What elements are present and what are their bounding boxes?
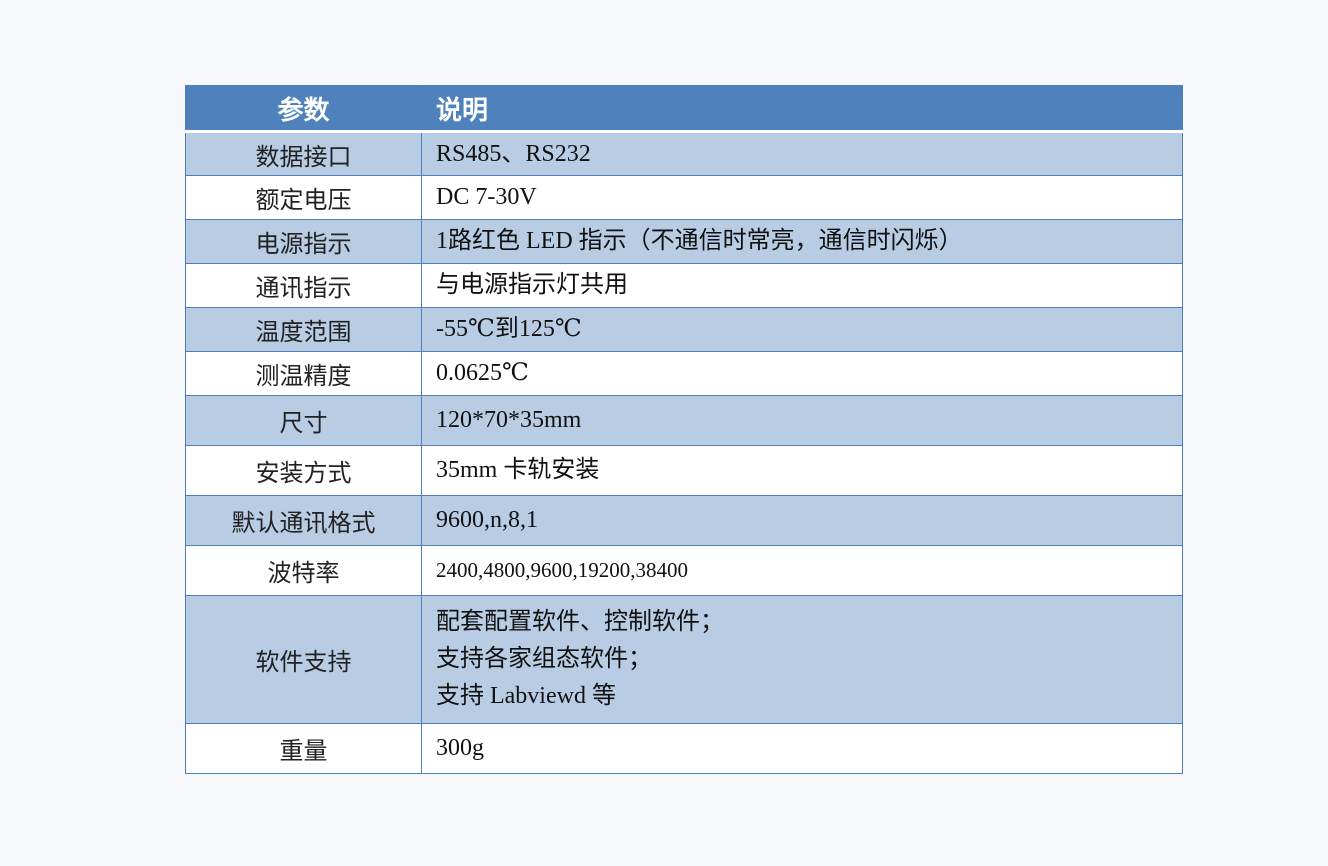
- desc-line: 与电源指示灯共用: [436, 272, 628, 298]
- desc-line: 120*70*35mm: [436, 407, 582, 433]
- desc-line: 2400,4800,9600,19200,38400: [436, 558, 688, 582]
- desc-line: DC 7-30V: [436, 184, 537, 210]
- table-row: 波特率 2400,4800,9600,19200,38400: [185, 545, 1183, 596]
- desc-line: 9600,n,8,1: [436, 507, 538, 533]
- table-row: 额定电压 DC 7-30V: [185, 175, 1183, 220]
- desc-line: RS485、RS232: [436, 140, 591, 167]
- table-row: 软件支持 配套配置软件、控制软件； 支持各家组态软件； 支持 Labviewd 等: [185, 595, 1183, 724]
- desc-cell: 配套配置软件、控制软件； 支持各家组态软件； 支持 Labviewd 等: [421, 595, 1183, 724]
- header-row: 参数 说明: [185, 85, 1183, 133]
- desc-cell: RS485、RS232: [421, 131, 1183, 176]
- table-row: 重量 300g: [185, 723, 1183, 774]
- desc-line: 35mm 卡轨安装: [436, 457, 600, 483]
- param-cell: 波特率: [185, 545, 422, 596]
- param-cell: 测温精度: [185, 351, 422, 396]
- table-row: 数据接口 RS485、RS232: [185, 131, 1183, 176]
- param-cell: 额定电压: [185, 175, 422, 220]
- param-cell: 温度范围: [185, 307, 422, 352]
- desc-cell: 1路红色 LED 指示（不通信时常亮，通信时闪烁）: [421, 219, 1183, 264]
- desc-cell: 9600,n,8,1: [421, 495, 1183, 546]
- header-desc: 说明: [421, 85, 1183, 133]
- desc-cell: DC 7-30V: [421, 175, 1183, 220]
- param-cell: 默认通讯格式: [185, 495, 422, 546]
- table-row: 电源指示 1路红色 LED 指示（不通信时常亮，通信时闪烁）: [185, 219, 1183, 264]
- table-row: 默认通讯格式 9600,n,8,1: [185, 495, 1183, 546]
- desc-line: 1路红色 LED 指示（不通信时常亮，通信时闪烁）: [436, 228, 963, 254]
- table-row: 测温精度 0.0625℃: [185, 351, 1183, 396]
- table-row: 安装方式 35mm 卡轨安装: [185, 445, 1183, 496]
- param-cell: 尺寸: [185, 395, 422, 446]
- param-cell: 安装方式: [185, 445, 422, 496]
- desc-line: 0.0625℃: [436, 360, 529, 386]
- spec-table: 参数 说明 数据接口 RS485、RS232 额定电压 DC 7-30V 电源指示 1路红…: [185, 85, 1183, 774]
- desc-line: 300g: [436, 735, 484, 761]
- param-cell: 重量: [185, 723, 422, 774]
- param-cell: 通讯指示: [185, 263, 422, 308]
- desc-cell: 35mm 卡轨安装: [421, 445, 1183, 496]
- desc-cell: 与电源指示灯共用: [421, 263, 1183, 308]
- desc-line: 支持各家组态软件；: [436, 646, 652, 672]
- desc-line: -55℃到125℃: [436, 316, 582, 342]
- table-row: 尺寸 120*70*35mm: [185, 395, 1183, 446]
- table-row: 通讯指示 与电源指示灯共用: [185, 263, 1183, 308]
- param-cell: 数据接口: [185, 131, 422, 176]
- desc-cell: -55℃到125℃: [421, 307, 1183, 352]
- desc-line: 配套配置软件、控制软件；: [436, 609, 724, 635]
- desc-cell: 120*70*35mm: [421, 395, 1183, 446]
- param-cell: 软件支持: [185, 595, 422, 724]
- header-param: 参数: [185, 85, 422, 133]
- desc-line: 支持 Labviewd 等: [436, 683, 616, 709]
- desc-cell: 300g: [421, 723, 1183, 774]
- desc-cell: 0.0625℃: [421, 351, 1183, 396]
- param-cell: 电源指示: [185, 219, 422, 264]
- table-row: 温度范围 -55℃到125℃: [185, 307, 1183, 352]
- desc-cell: 2400,4800,9600,19200,38400: [421, 545, 1183, 596]
